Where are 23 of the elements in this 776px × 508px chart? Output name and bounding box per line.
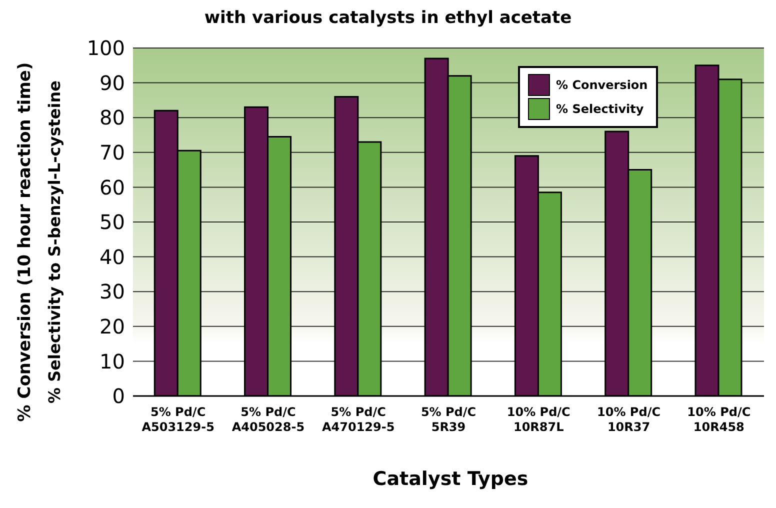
y-tick-label: 10	[100, 349, 125, 374]
x-tick-label: 10% Pd/C 10R37	[597, 405, 661, 434]
y-tick-label: 40	[100, 244, 125, 269]
y-tick-label: 30	[100, 280, 125, 304]
x-axis-title: Catalyst Types	[372, 468, 530, 490]
y-tick-label: 80	[100, 106, 125, 130]
legend-label: % Conversion	[556, 78, 648, 92]
y-tick-label: 0	[112, 384, 125, 408]
y-tick-label: 60	[100, 175, 125, 200]
chart-title: with various catalysts in ethyl acetate	[203, 8, 573, 28]
y-axis-title: % Conversion (10 hour reaction time) % Selectivity to S-benzyl-L-cysteine	[15, 62, 64, 422]
x-tick-label: 10% Pd/C 10R87L	[506, 405, 571, 434]
legend-label: % Selectivity	[556, 102, 644, 116]
x-tick-label: 5% Pd/C A405028-5	[232, 405, 305, 434]
y-tick-label: 70	[100, 140, 125, 164]
x-tick-label: 5% Pd/C 5R39	[420, 405, 476, 434]
x-tick-label: 5% Pd/C A503129-5	[142, 405, 214, 434]
y-tick-label: 100	[86, 36, 125, 60]
y-tick-label: 50	[100, 210, 125, 234]
x-tick-label: 10% Pd/C 10R458	[687, 405, 751, 434]
x-tick-label: 5% Pd/C A470129-5	[322, 405, 395, 434]
y-tick-label: 20	[100, 314, 125, 338]
y-tick-label: 90	[100, 70, 125, 95]
